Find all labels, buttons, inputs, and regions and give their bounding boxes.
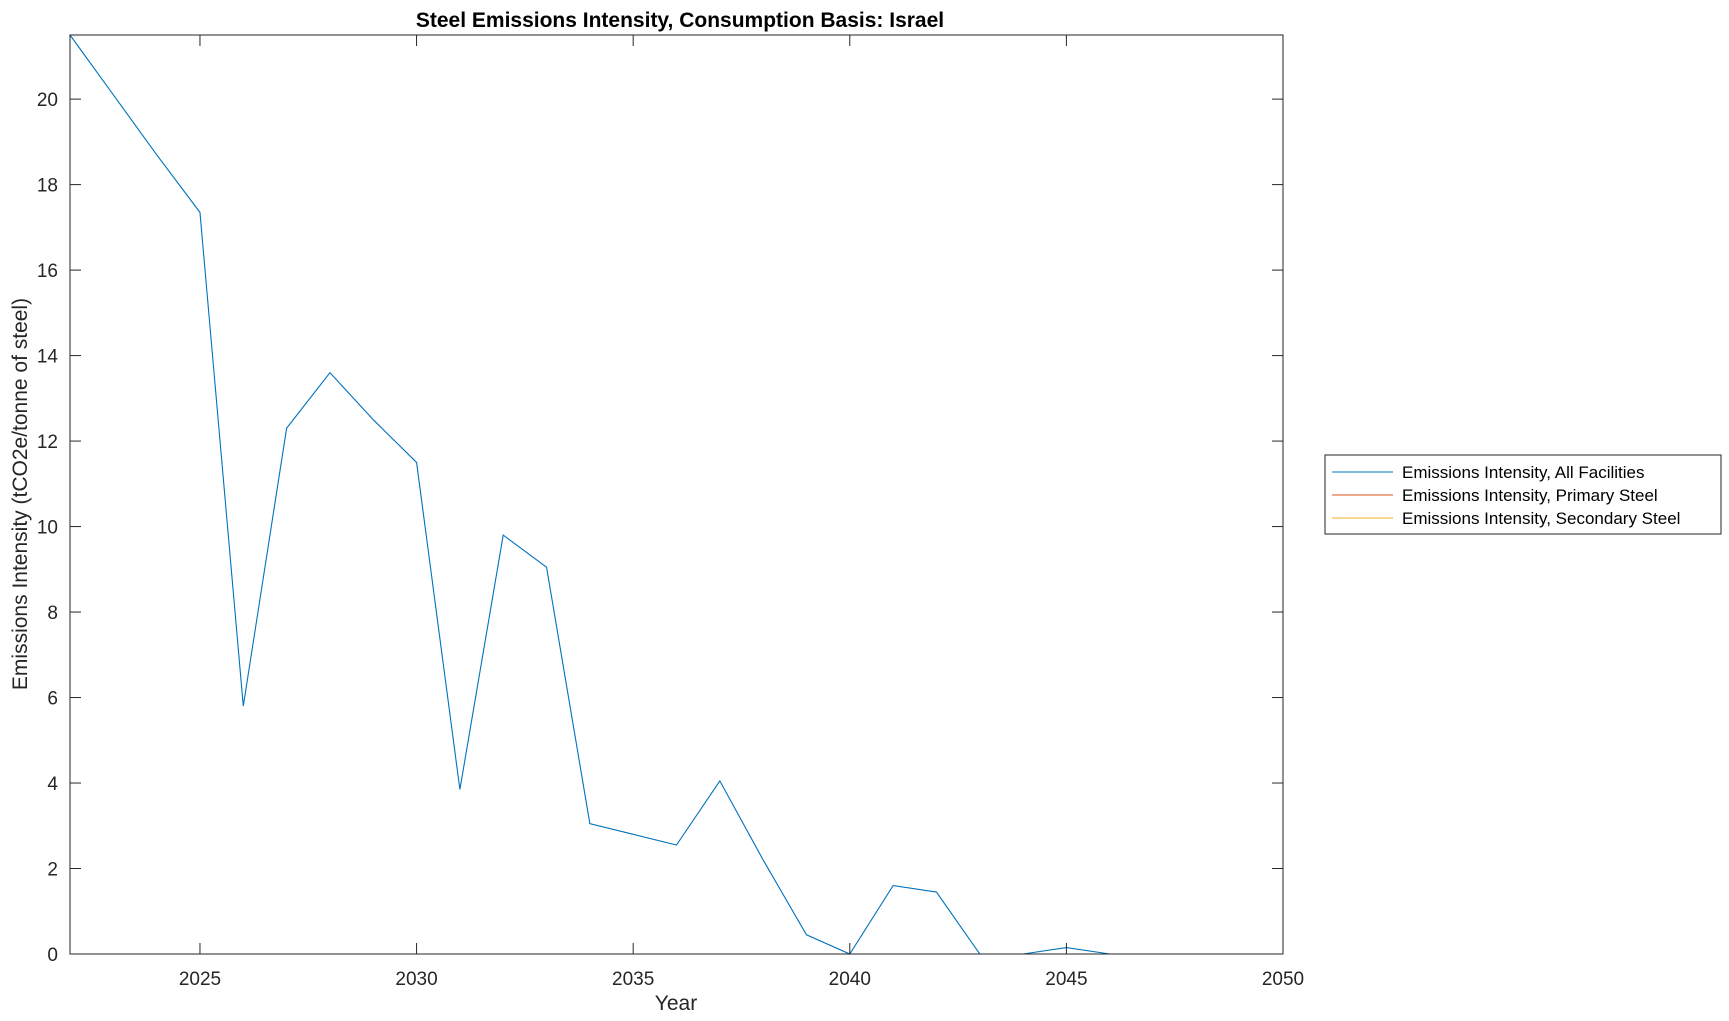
y-tick-label: 14 xyxy=(37,347,59,368)
legend-entry-2: Emissions Intensity, Secondary Steel xyxy=(1402,509,1680,528)
plot-frame xyxy=(69,34,1284,955)
legend-entry-0: Emissions Intensity, All Facilities xyxy=(1402,463,1644,482)
x-tick-label: 2025 xyxy=(179,969,221,990)
tick-layer: 2025 2030 2035 2040 2045 2050 0 2 4 6 8 10 12 14 16 18 2… xyxy=(37,35,1304,990)
x-tick-label: 2045 xyxy=(1045,969,1087,990)
y-tick-label: 16 xyxy=(37,261,58,282)
legend: Emissions Intensity, All Facilities Emiss… xyxy=(1324,454,1722,535)
y-tick-label: 2 xyxy=(47,860,58,881)
y-axis-label: Emissions Intensity (tCO2e/tonne of stee… xyxy=(9,298,32,690)
y-tick-label: 6 xyxy=(47,689,58,710)
y-tick-label: 20 xyxy=(37,90,58,111)
y-tick-label: 8 xyxy=(47,603,58,624)
x-tick-label: 2040 xyxy=(829,969,871,990)
y-tick-label: 4 xyxy=(47,774,58,795)
y-tick-label: 10 xyxy=(37,518,58,539)
plot-area xyxy=(70,35,1283,954)
series-line-0 xyxy=(69,34,1283,955)
y-tick-label: 12 xyxy=(37,432,58,453)
y-tick-label: 0 xyxy=(47,945,58,966)
x-axis-label: Year xyxy=(655,992,697,1015)
x-tick-label: 2030 xyxy=(395,969,437,990)
legend-entry-1: Emissions Intensity, Primary Steel xyxy=(1402,486,1658,505)
chart-title: Steel Emissions Intensity, Consumption B… xyxy=(416,9,944,32)
x-tick-label: 2035 xyxy=(612,969,654,990)
y-tick-label: 18 xyxy=(37,176,58,197)
x-tick-label: 2050 xyxy=(1262,969,1304,990)
